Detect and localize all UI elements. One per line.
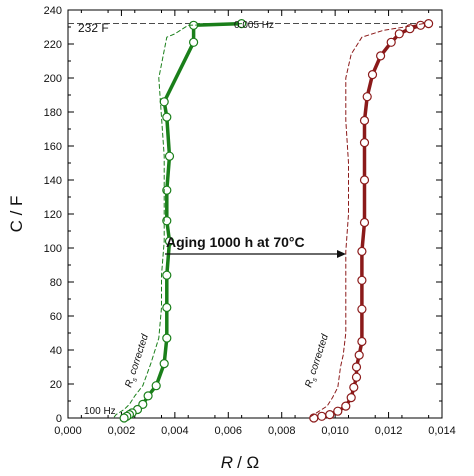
data-point-darkred	[376, 51, 386, 61]
data-point-green	[164, 236, 175, 246]
data-point-darkred	[354, 350, 364, 360]
series-line-green-dashed	[112, 23, 243, 419]
x-tick-label: 0,012	[375, 425, 403, 437]
data-point-darkred	[351, 362, 362, 372]
data-point-green	[162, 185, 172, 195]
data-point-darkred	[362, 92, 372, 102]
low-freq-label: 0.005 Hz	[234, 20, 274, 31]
y-tick-label: 120	[44, 209, 62, 221]
data-point-green	[162, 112, 172, 122]
y-tick-label: 140	[44, 175, 62, 187]
rs-corrected-green-label: Rs corrected	[123, 333, 153, 390]
data-point-darkred	[367, 69, 378, 80]
x-tick-label: 0,004	[161, 425, 189, 437]
y-tick-label: 20	[50, 379, 62, 391]
axis-ticks	[67, 9, 443, 419]
data-point-darkred	[317, 411, 327, 421]
data-point-darkred	[357, 246, 367, 256]
data-point-green	[162, 302, 172, 313]
x-tick-label: 0,014	[428, 425, 456, 437]
data-point-green	[143, 391, 153, 401]
y-tick-label: 40	[50, 345, 62, 357]
data-point-darkred	[359, 138, 370, 148]
y-tick-label: 0	[56, 413, 62, 425]
series-layer	[68, 19, 434, 423]
x-axis-title: R / Ω	[221, 453, 259, 472]
aging-label: Aging 1000 h at 70°C	[166, 234, 305, 250]
data-point-green	[159, 97, 169, 107]
data-point-darkred	[357, 275, 367, 285]
data-point-green	[162, 270, 172, 280]
data-point-darkred	[359, 115, 370, 126]
x-tick-label: 0,010	[321, 425, 349, 437]
data-point-darkred	[416, 20, 426, 30]
data-point-darkred	[351, 372, 362, 382]
y-tick-label: 80	[50, 277, 62, 289]
data-point-green	[151, 381, 161, 391]
data-point-darkred	[359, 175, 370, 185]
data-point-darkred	[341, 401, 351, 411]
series-line-darkred-dashed	[307, 23, 424, 419]
x-tick-label: 0,000	[54, 425, 82, 437]
data-point-darkred	[394, 29, 404, 39]
high-freq-label: 100 Hz	[84, 406, 116, 417]
aging-arrow	[165, 250, 346, 258]
y-tick-label: 100	[44, 243, 62, 255]
annotations: 232 F 0.005 Hz 100 Hz Aging 1000 h at 70…	[78, 20, 346, 417]
data-point-darkred	[359, 217, 370, 228]
data-point-darkred	[333, 406, 343, 416]
series-line-darkred-solid-thick	[312, 21, 431, 420]
data-point-darkred	[357, 304, 367, 314]
y-tick-label: 180	[44, 107, 62, 119]
data-point-darkred	[346, 393, 356, 403]
y-axis-title: C / F	[7, 196, 26, 233]
y-tick-label: 200	[44, 73, 62, 85]
data-point-darkred	[349, 382, 359, 392]
data-point-darkred	[424, 19, 434, 29]
capacitance-label: 232 F	[78, 21, 109, 35]
data-point-darkred	[357, 336, 367, 347]
data-point-green	[189, 37, 199, 47]
data-point-green	[159, 359, 169, 369]
data-point-green	[164, 151, 175, 161]
x-tick-labels: 0,000 0,002 0,004 0,006 0,008 0,010 0,012 0,014	[54, 425, 456, 437]
y-tick-label: 60	[50, 311, 62, 323]
data-point-darkred	[386, 37, 396, 47]
x-tick-label: 0,008	[268, 425, 296, 437]
data-point-green	[119, 413, 129, 423]
y-tick-label: 220	[44, 39, 62, 51]
data-point-darkred	[309, 413, 319, 423]
y-tick-label: 240	[44, 5, 62, 17]
y-tick-label: 160	[44, 141, 62, 153]
x-tick-label: 0,006	[215, 425, 243, 437]
plot-frame	[67, 9, 443, 419]
x-tick-label: 0,002	[108, 425, 136, 437]
data-point-green	[162, 216, 172, 226]
data-point-green	[162, 333, 172, 343]
rs-corrected-red-label: Rs corrected	[303, 333, 333, 390]
data-point-darkred	[325, 410, 335, 420]
y-tick-labels: 0 20 40 60 80 100 120 140 160 180 200 220 240	[44, 5, 62, 425]
